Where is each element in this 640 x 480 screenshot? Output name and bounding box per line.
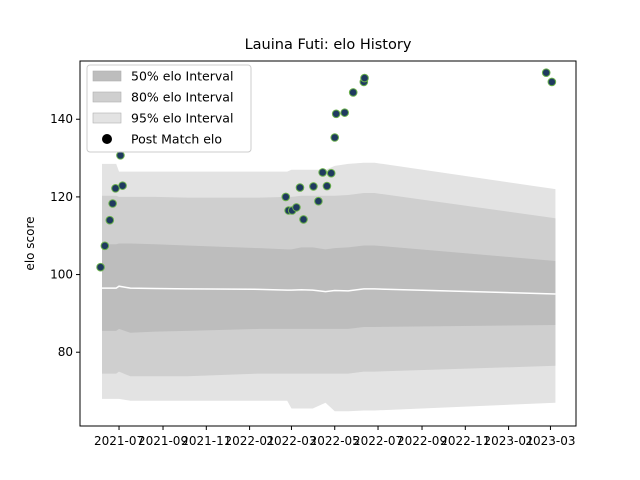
x-tick-label: 2021-11 — [181, 434, 231, 448]
data-point — [326, 168, 336, 178]
x-tick-label: 2022-11 — [440, 434, 490, 448]
data-point — [116, 151, 125, 160]
y-tick-label: 80 — [58, 345, 73, 359]
y-axis-label: elo score — [23, 216, 37, 270]
data-point — [318, 168, 327, 177]
x-tick-label: 2021-09 — [138, 434, 188, 448]
data-point — [360, 73, 369, 83]
data-point — [118, 181, 127, 190]
data-point — [281, 192, 291, 202]
data-point — [541, 68, 551, 77]
legend: 50% elo Interval 80% elo Interval 95% elo … — [86, 64, 252, 153]
data-point — [322, 181, 332, 191]
data-point — [348, 88, 358, 97]
data-point — [292, 203, 301, 212]
x-tick-label: 2022-09 — [397, 434, 447, 448]
data-point — [330, 133, 340, 142]
data-point — [100, 241, 110, 251]
data-point — [105, 215, 115, 225]
data-point — [314, 196, 323, 206]
y-axis: 80 100 120 140 — [50, 112, 80, 359]
y-tick-label: 140 — [50, 112, 73, 126]
legend-label: Post Match elo — [131, 132, 222, 147]
x-tick-label: 2023-03 — [525, 434, 575, 448]
legend-label: 95% elo Interval — [131, 111, 233, 126]
legend-swatch — [92, 91, 122, 103]
data-point — [547, 77, 557, 87]
legend-label: 50% elo Interval — [131, 69, 233, 84]
x-axis: 2021-072021-092021-112022-012022-032022-… — [94, 426, 576, 448]
data-point — [331, 109, 341, 119]
legend-marker — [102, 134, 112, 144]
x-tick-label: 2022-03 — [266, 434, 316, 448]
mean-line — [102, 285, 556, 295]
legend-label: 80% elo Interval — [131, 90, 233, 105]
data-point — [108, 199, 117, 208]
data-point — [96, 262, 105, 272]
data-point — [111, 184, 120, 193]
x-tick-label: 2023-01 — [484, 434, 534, 448]
post-match-points — [96, 68, 557, 272]
x-tick-label: 2022-05 — [310, 434, 360, 448]
legend-swatch — [92, 112, 122, 124]
data-point — [309, 182, 318, 191]
data-point — [299, 215, 308, 224]
band-50 — [102, 243, 556, 333]
legend-swatch — [92, 70, 122, 82]
plot-frame — [79, 60, 577, 427]
legend-box — [86, 64, 252, 153]
chart-title: Lauina Futi: elo History — [245, 37, 412, 53]
data-point — [340, 108, 349, 117]
y-tick-label: 120 — [50, 190, 73, 204]
mean-elo-line — [102, 285, 556, 295]
y-tick-label: 100 — [50, 268, 73, 282]
interval-bands — [102, 162, 556, 412]
x-tick-label: 2022-07 — [353, 434, 403, 448]
data-point — [295, 183, 305, 192]
x-tick-label: 2022-01 — [225, 434, 275, 448]
x-tick-label: 2021-07 — [94, 434, 144, 448]
